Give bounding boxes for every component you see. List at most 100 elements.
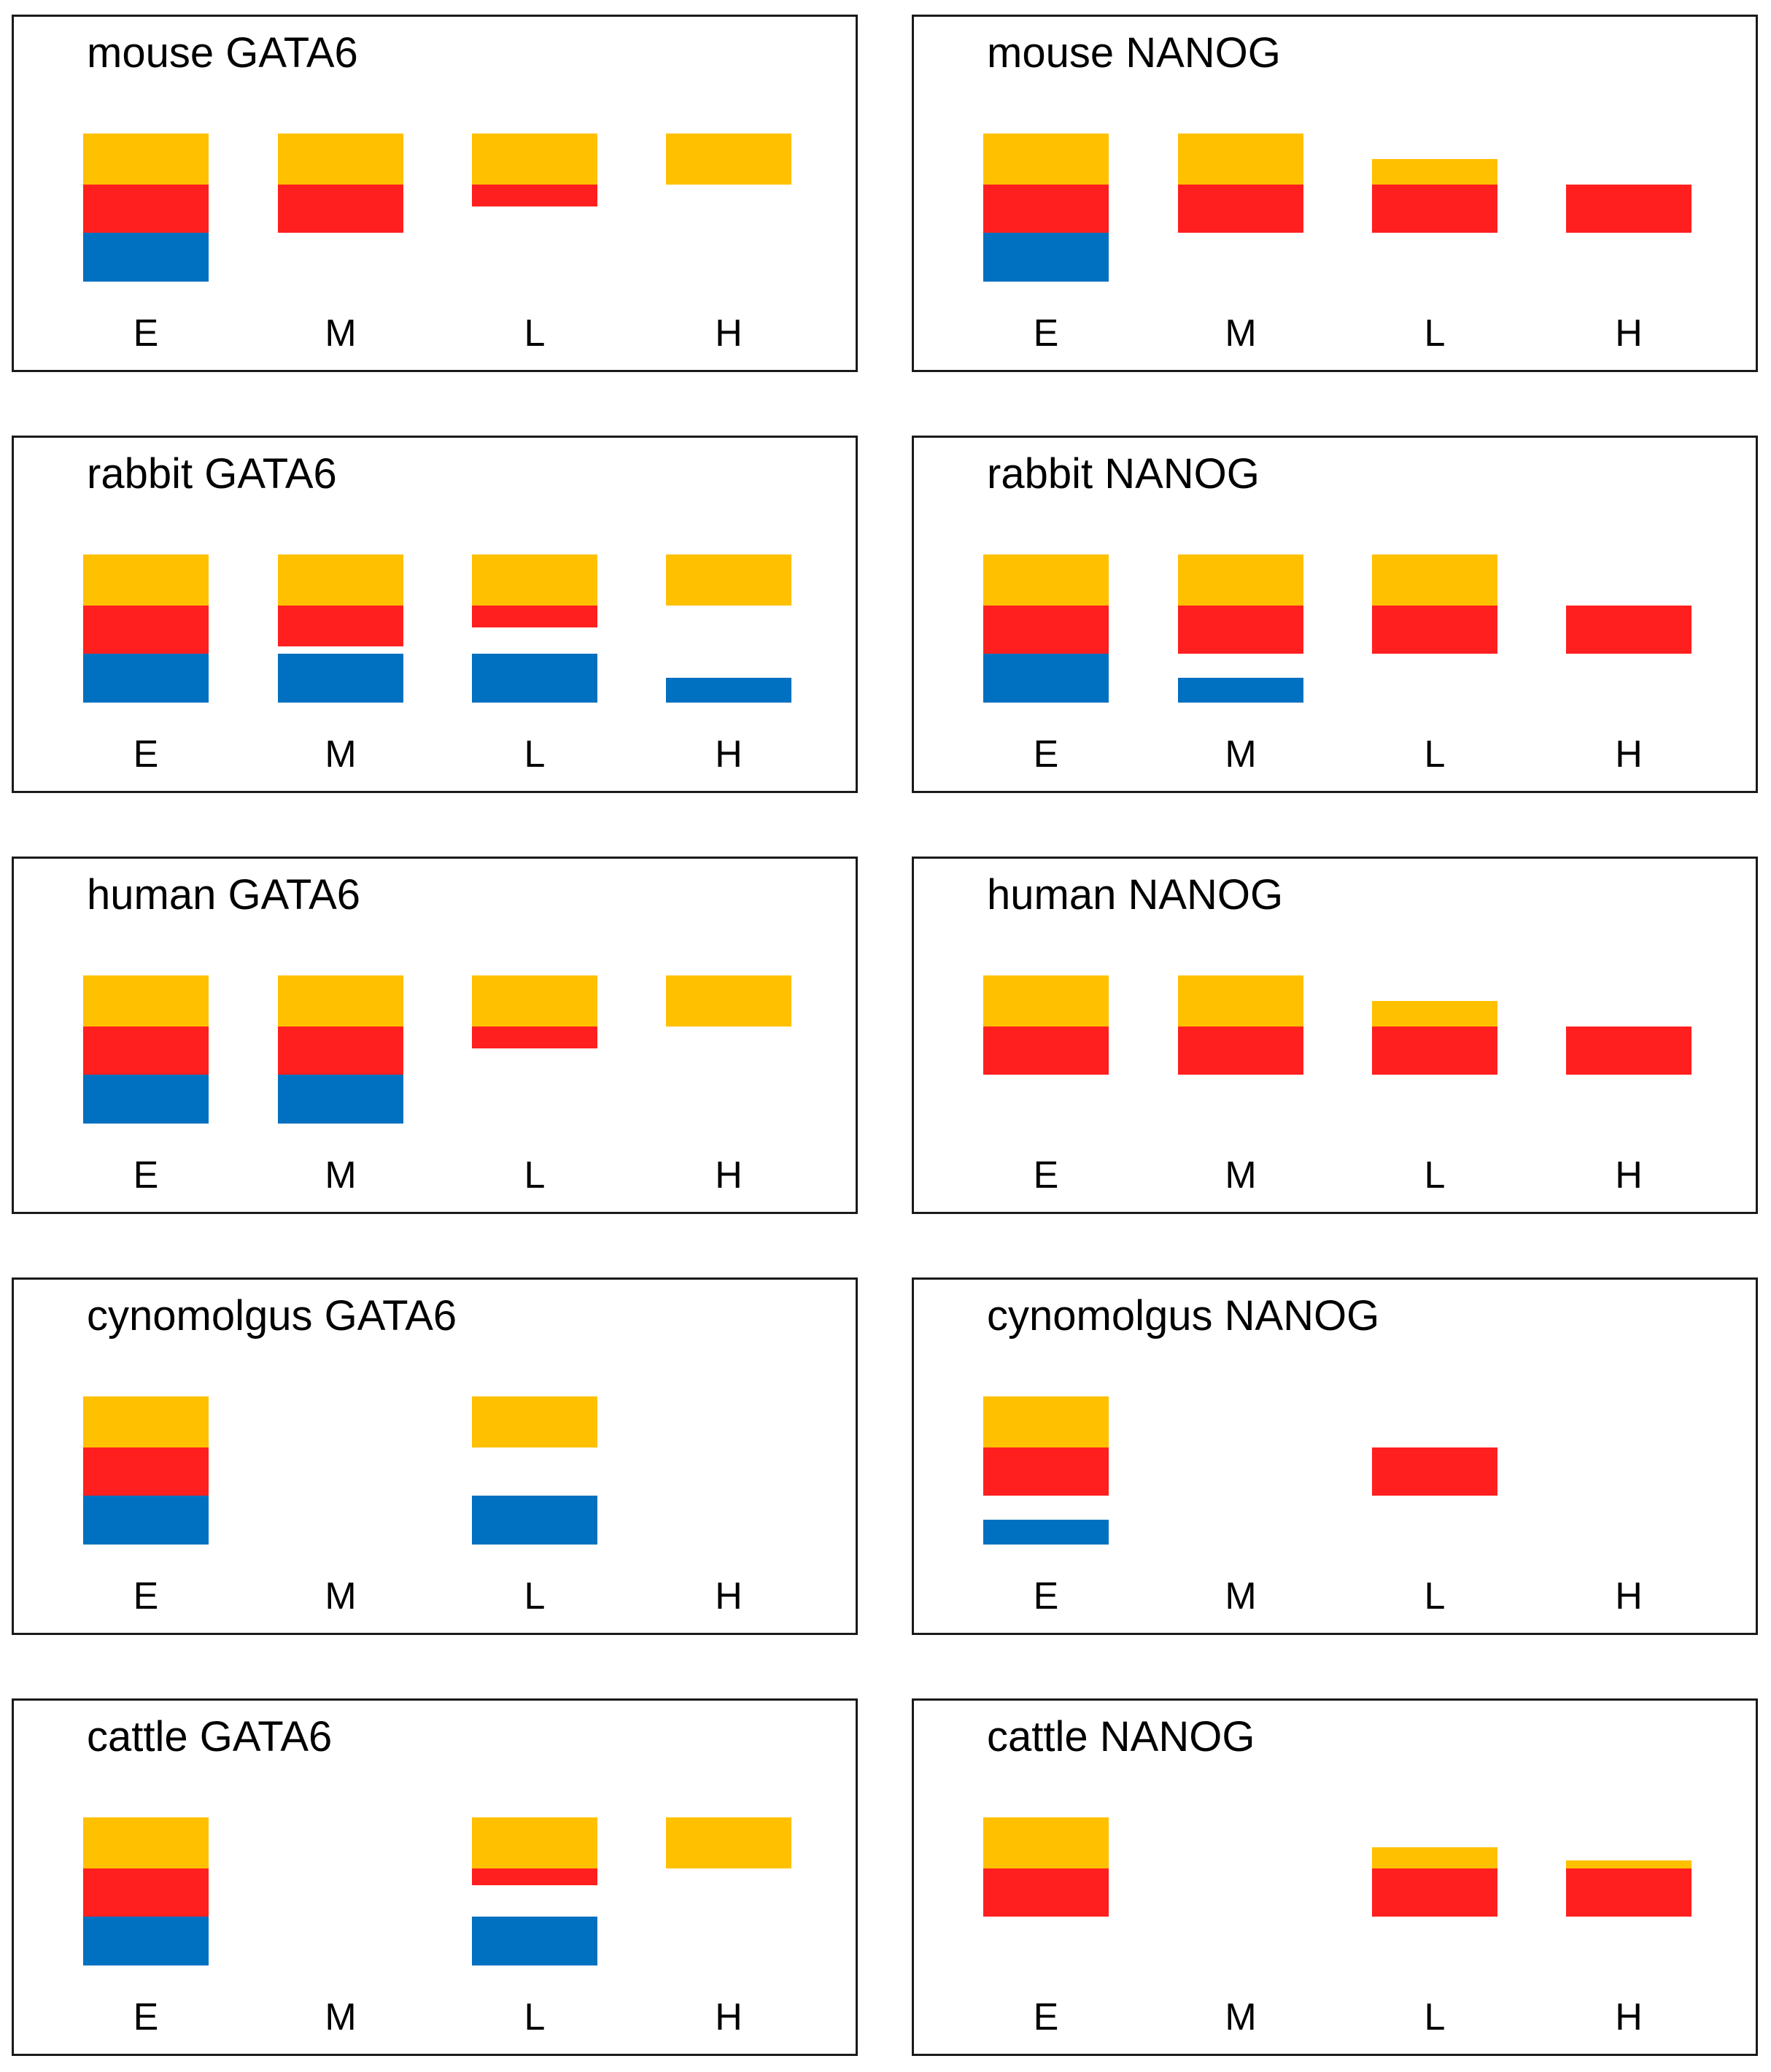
bar-segment-red [1372, 1868, 1497, 1917]
bar-segment-yellow [83, 554, 209, 606]
bar-segment-red [278, 185, 403, 233]
x-tick-label: H [1615, 1154, 1643, 1197]
x-tick-label: E [1033, 1154, 1059, 1197]
bar-segment-red [1372, 1447, 1497, 1496]
bar-segment-yellow [83, 975, 209, 1027]
bar-segment-blue [83, 1496, 209, 1545]
x-tick-label: L [1424, 1996, 1446, 2038]
bar-segment-red [983, 606, 1109, 654]
bar-segment-blue [472, 654, 597, 703]
chart-title: rabbit NANOG [987, 450, 1260, 498]
bar-segment-red [278, 606, 403, 646]
bar-segment-yellow [1372, 159, 1497, 185]
bar-segment-red [1372, 1027, 1497, 1075]
bar-segment-yellow [472, 975, 597, 1027]
bar-segment-red [83, 606, 209, 654]
x-tick-label: E [1033, 1575, 1059, 1617]
bar-segment-red [83, 1447, 209, 1496]
bar-segment-red [1178, 1027, 1303, 1075]
chart-panel: human GATA6 E M L H [12, 857, 858, 1214]
bar-segment-blue [83, 233, 209, 282]
bar-segment-yellow [666, 1817, 791, 1868]
bar-segment-blue [666, 678, 791, 703]
x-tick-label: L [1424, 733, 1446, 776]
x-tick-label: M [1225, 312, 1257, 355]
x-tick-label: M [325, 733, 357, 776]
bar-segment-blue [472, 1496, 597, 1545]
x-tick-label: E [133, 1154, 159, 1197]
chart-title: mouse GATA6 [87, 29, 358, 77]
chart-title: rabbit GATA6 [87, 450, 337, 498]
chart-panel: human NANOG E M L H [912, 857, 1758, 1214]
bar-segment-yellow [83, 1396, 209, 1447]
bar-segment-blue [83, 1075, 209, 1124]
x-tick-label: H [715, 1575, 743, 1617]
x-tick-label: M [1225, 1154, 1257, 1197]
bar-segment-yellow [472, 1817, 597, 1868]
x-tick-label: H [1615, 1996, 1643, 2038]
chart-panel: cynomolgus GATA6 E M L H [12, 1277, 858, 1635]
bar-segment-yellow [83, 134, 209, 185]
bar-segment-yellow [983, 134, 1109, 185]
bar-segment-yellow [1178, 554, 1303, 606]
x-tick-label: E [1033, 312, 1059, 355]
bar-segment-yellow [278, 134, 403, 185]
bar-segment-yellow [1178, 134, 1303, 185]
chart-panel: cattle GATA6 E M L H [12, 1698, 858, 2056]
chart-panel: cynomolgus NANOG E M L H [912, 1277, 1758, 1635]
chart-title: cattle GATA6 [87, 1713, 333, 1760]
bar-segment-yellow [472, 554, 597, 606]
bar-segment-red [472, 1027, 597, 1048]
x-tick-label: M [325, 312, 357, 355]
x-tick-label: M [325, 1154, 357, 1197]
bar-segment-red [83, 1027, 209, 1075]
bar-segment-red [983, 185, 1109, 233]
x-tick-label: L [524, 1154, 546, 1197]
bar-segment-red [1178, 606, 1303, 654]
x-tick-label: E [1033, 733, 1059, 776]
bar-segment-red [1566, 1027, 1691, 1075]
x-tick-label: M [1225, 1996, 1257, 2038]
bar-segment-red [983, 1027, 1109, 1075]
bar-segment-blue [278, 1075, 403, 1124]
x-tick-label: E [1033, 1996, 1059, 2038]
bar-segment-red [472, 606, 597, 627]
x-tick-label: E [133, 1996, 159, 2038]
bar-segment-red [1566, 1868, 1691, 1917]
bar-segment-yellow [666, 134, 791, 185]
chart-title: cynomolgus NANOG [987, 1292, 1380, 1340]
chart-panel: mouse NANOG E M L H [912, 15, 1758, 372]
bar-segment-yellow [983, 1817, 1109, 1868]
x-tick-label: L [1424, 1575, 1446, 1617]
bar-segment-red [472, 185, 597, 206]
bar-segment-red [1372, 606, 1497, 654]
bar-segment-yellow [666, 554, 791, 606]
bar-segment-red [1372, 185, 1497, 233]
bar-segment-red [983, 1447, 1109, 1496]
x-tick-label: L [1424, 1154, 1446, 1197]
x-tick-label: L [524, 733, 546, 776]
x-tick-label: E [133, 733, 159, 776]
x-tick-label: M [1225, 1575, 1257, 1617]
chart-title: human GATA6 [87, 871, 361, 919]
x-tick-label: M [325, 1996, 357, 2038]
x-tick-label: M [325, 1575, 357, 1617]
bar-segment-yellow [983, 1396, 1109, 1447]
bar-segment-red [1178, 185, 1303, 233]
x-tick-label: L [524, 1575, 546, 1617]
chart-panel: rabbit GATA6 E M L H [12, 436, 858, 793]
chart-panel: cattle NANOG E M L H [912, 1698, 1758, 2056]
chart-title: cattle NANOG [987, 1713, 1255, 1760]
bar-segment-blue [83, 654, 209, 703]
x-tick-label: L [1424, 312, 1446, 355]
x-tick-label: H [1615, 312, 1643, 355]
bar-segment-yellow [1566, 1860, 1691, 1868]
chart-title: mouse NANOG [987, 29, 1281, 77]
bar-segment-red [83, 1868, 209, 1917]
x-tick-label: H [715, 1154, 743, 1197]
bar-segment-yellow [666, 975, 791, 1027]
bar-segment-yellow [1372, 554, 1497, 606]
x-tick-label: L [524, 312, 546, 355]
bar-segment-red [472, 1868, 597, 1885]
chart-title: cynomolgus GATA6 [87, 1292, 457, 1340]
